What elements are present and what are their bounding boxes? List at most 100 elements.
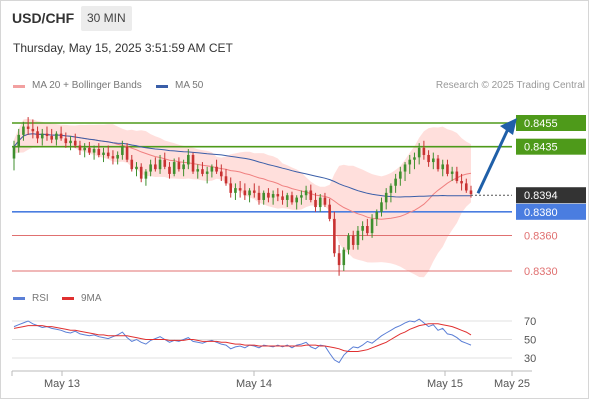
candle-body [83,147,86,151]
candle-body [295,197,298,203]
candle-body [375,211,379,219]
candle-body [73,140,77,146]
candle-body [342,249,346,266]
candle-body [417,147,421,158]
ma20-legend-swatch [13,85,25,88]
candle-body [31,128,35,132]
rsi-legend-swatch [13,297,25,300]
candle-body [17,134,21,147]
rsi-tick-30: 30 [524,353,536,365]
x-tick-label: May 13 [44,378,80,390]
candle-body [187,154,190,165]
ma50-line [13,133,472,198]
ma50-legend-label: MA 50 [175,80,204,91]
candle-body [139,166,143,179]
projection-arrow-head [500,118,517,135]
candle-body [403,164,407,172]
level-label-0.8380: 0.8380 [524,207,558,219]
candle-body [366,226,369,234]
candle-body [281,196,284,200]
candle-body [215,166,218,172]
candle-body [314,199,317,208]
candle-body [290,195,294,203]
symbol-title: USD/CHF [12,10,75,26]
candle-body [257,192,261,200]
level-tag-0.8435 [516,138,586,155]
x-tick-label: May 14 [236,378,272,390]
candle-body [252,190,256,193]
candle-body [446,164,449,174]
candle-body [351,235,355,245]
x-tick-label: May 25 [494,378,530,390]
candle-body [422,147,426,155]
candle-body [111,156,115,159]
candle-body [408,159,412,165]
rsi-tick-70: 70 [524,316,536,328]
candle-body [144,171,148,179]
datetime-label: Thursday, May 15, 2025 3:51:59 AM CET [13,41,233,55]
candle-body [323,197,327,205]
candle-body [149,164,152,172]
candle-body [168,166,171,174]
rsi-line [13,318,472,364]
candle-body [389,185,393,193]
candle-body [469,190,473,195]
ma20-legend-label: MA 20 + Bollinger Bands [32,80,142,91]
candle-body [219,171,223,177]
candle-body [224,176,228,184]
candle-body [97,149,101,155]
candle-body [300,195,303,198]
candle-body [182,164,185,170]
level-label-0.8455: 0.8455 [524,118,558,130]
candle-body [337,253,341,266]
candle-body [26,126,30,129]
candle-body [130,159,134,170]
ma50-legend-swatch [156,85,168,88]
candle-body [455,171,459,182]
candle-body [271,194,275,198]
candle-body [394,178,397,186]
candle-body [238,188,242,191]
level-tag-0.8380 [516,203,586,220]
candle-body [50,136,53,140]
candle-body [262,192,266,200]
candle-body [158,159,162,170]
candle-body [450,171,454,174]
projection-arrow-shaft [476,128,510,194]
candle-body [399,171,402,179]
candle-body [88,147,91,153]
bollinger-band [14,118,471,278]
rsi-ma-line [13,323,472,352]
candle-body [285,195,289,200]
rsi-legend-label: RSI [32,293,49,304]
rsi-ma-legend-swatch [62,297,74,300]
candle-body [191,154,195,172]
timeframe-button[interactable]: 30 MIN [81,6,132,31]
candle-body [36,131,39,139]
candle-body [116,154,119,159]
candle-body [309,190,313,200]
candle-body [347,235,350,250]
candle-body [370,218,374,234]
current-price-tag [516,187,586,204]
level-tag-0.8455 [516,115,586,131]
candle-body [361,226,364,231]
candle-body [267,192,270,198]
candle-body [12,146,16,159]
candle-body [125,146,129,160]
candle-body [172,162,176,174]
candle-body [413,157,416,160]
candle-body [248,190,251,196]
candle-body [55,133,58,140]
candle-body [464,183,468,191]
candle-body [243,190,247,196]
level-label-0.8330: 0.8330 [524,266,558,278]
candle-body [92,149,96,153]
rsi-ma-legend-label: 9MA [81,293,102,304]
candle-body [384,192,388,203]
x-tick-label: May 15 [427,378,463,390]
candle-body [432,158,435,163]
candle-body [229,183,233,193]
